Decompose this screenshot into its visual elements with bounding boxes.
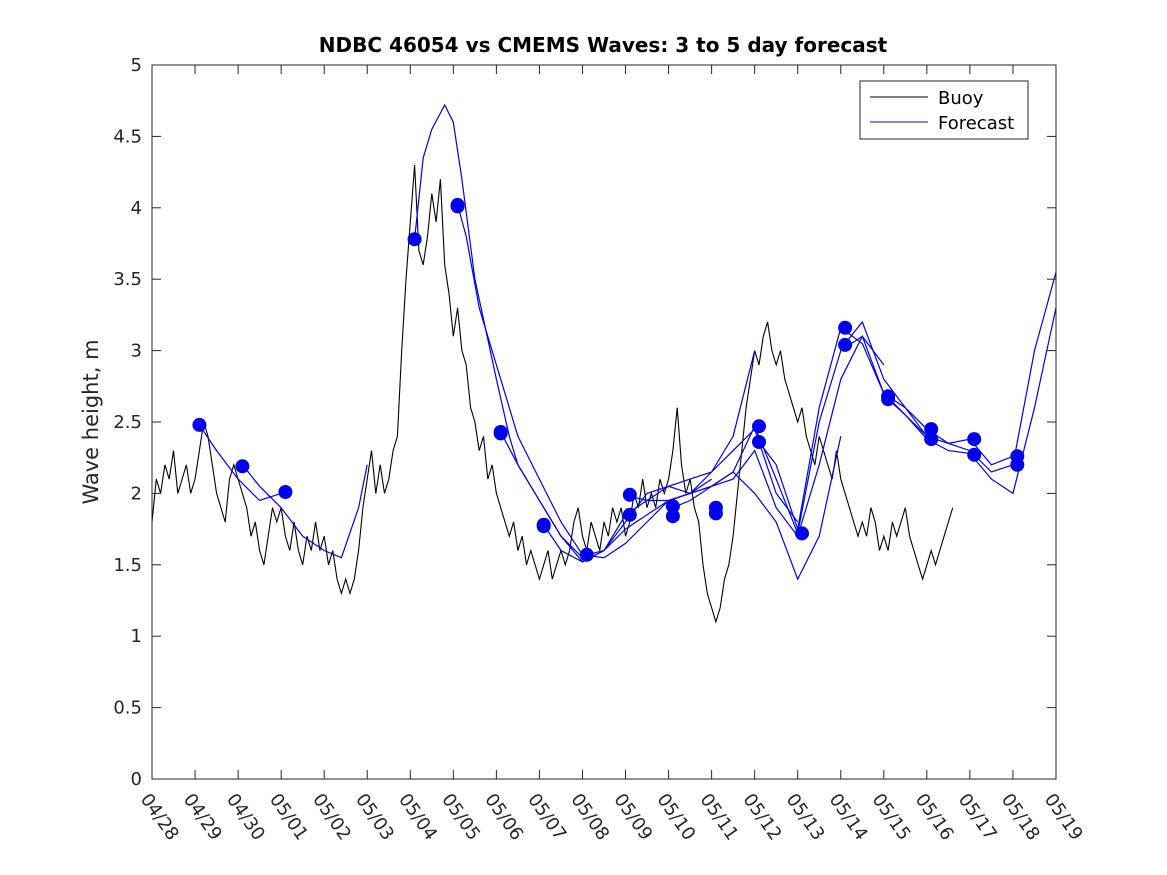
forecast-marker-0 — [192, 417, 207, 432]
forecast-marker-14 — [665, 509, 680, 524]
x-tick-label: 05/15 — [868, 790, 915, 845]
y-tick-label: 3.5 — [113, 269, 142, 290]
x-tick-label: 05/10 — [652, 790, 699, 845]
x-tick-label: 04/29 — [179, 790, 226, 845]
x-tick-label: 04/30 — [222, 790, 269, 845]
forecast-marker-11 — [622, 487, 637, 502]
x-tick-label: 05/01 — [265, 790, 312, 845]
forecast-marker-16 — [708, 506, 723, 521]
forecast-marker-23 — [881, 392, 896, 407]
forecast-marker-17 — [752, 419, 766, 434]
x-tick-label: 05/11 — [696, 790, 743, 845]
forecast-run-line-10 — [844, 271, 1057, 473]
y-tick-label: 3 — [131, 341, 142, 362]
forecast-marker-24 — [924, 422, 939, 437]
forecast-marker-2 — [278, 485, 293, 499]
x-tick-label: 05/19 — [1040, 790, 1087, 845]
forecast-marker-18 — [752, 435, 766, 449]
forecast-marker-3 — [407, 232, 422, 247]
x-tick-label: 05/04 — [394, 790, 441, 845]
forecast-marker-12 — [622, 507, 637, 522]
x-tick-label: 05/06 — [480, 790, 527, 845]
buoy-line — [151, 164, 954, 624]
forecast-run-line-3 — [457, 204, 712, 559]
plot-area — [152, 65, 1056, 779]
y-tick-label: 4.5 — [113, 126, 142, 147]
forecast-marker-13 — [665, 499, 680, 514]
x-tick-label: 05/18 — [997, 790, 1044, 845]
legend-box — [859, 80, 1029, 140]
x-tick-label: 05/05 — [437, 790, 484, 845]
x-tick-label: 05/03 — [351, 790, 398, 845]
forecast-run-line-0 — [198, 424, 282, 502]
forecast-marker-1 — [235, 459, 250, 474]
y-tick-label: 1 — [131, 626, 142, 647]
y-tick-label: 1.5 — [113, 555, 142, 576]
forecast-marker-20 — [838, 320, 853, 335]
forecast-marker-21 — [838, 337, 853, 352]
y-tick-label: 5 — [131, 55, 142, 76]
y-tick-label: 4 — [131, 198, 142, 219]
forecast-marker-10 — [579, 547, 594, 562]
x-tick-label: 05/08 — [566, 790, 613, 845]
y-axis-label: Wave height, m — [79, 339, 103, 504]
legend-label-buoy: Buoy — [938, 88, 984, 109]
forecast-run-line-1 — [241, 464, 368, 559]
forecast-marker-7 — [493, 426, 508, 441]
forecast-marker-29 — [1010, 457, 1025, 472]
forecast-marker-5 — [450, 197, 465, 212]
y-axis: 0 0.5 1 1.5 2 2.5 3 3.5 4 4.5 5 — [113, 55, 1056, 790]
x-tick-label: 05/07 — [523, 790, 570, 845]
legend: Buoy Forecast — [859, 80, 1029, 140]
forecast-marker-27 — [967, 447, 982, 462]
chart-title: NDBC 46054 vs CMEMS Waves: 3 to 5 day fo… — [319, 33, 888, 57]
forecast-run-line-7 — [629, 335, 885, 538]
data-layer — [151, 103, 1057, 624]
x-tick-label: 05/16 — [911, 790, 958, 845]
x-tick-label: 05/14 — [825, 790, 872, 845]
x-tick-label: 05/17 — [954, 790, 1001, 845]
legend-label-forecast: Forecast — [938, 113, 1014, 134]
forecast-marker-19 — [795, 526, 809, 541]
forecast-marker-25 — [924, 432, 939, 447]
forecast-marker-26 — [967, 432, 982, 447]
x-tick-label: 05/09 — [609, 790, 656, 845]
y-tick-label: 2.5 — [113, 412, 142, 433]
y-tick-label: 2 — [131, 483, 142, 504]
y-tick-label: 0.5 — [113, 698, 142, 719]
x-tick-label: 05/12 — [739, 790, 786, 845]
x-tick-label: 04/28 — [136, 790, 183, 845]
x-tick-label: 05/02 — [308, 790, 355, 845]
y-tick-label: 0 — [131, 769, 142, 790]
x-tick-label: 05/13 — [782, 790, 829, 845]
forecast-marker-9 — [536, 519, 551, 534]
